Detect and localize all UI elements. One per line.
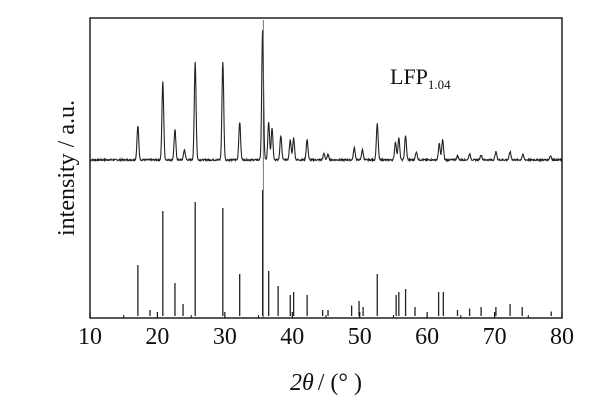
x-tick-label: 50: [348, 324, 372, 350]
x-tick-label: 60: [415, 324, 439, 350]
x-tick-label: 10: [78, 324, 102, 350]
experimental-pattern-line: [89, 30, 563, 163]
legend-subscript: 1.04: [428, 77, 451, 92]
x-axis-unit: / (° ): [318, 370, 362, 396]
plot-area: [89, 20, 563, 318]
x-tick-label: 20: [145, 324, 169, 350]
x-tick-label: 40: [280, 324, 304, 350]
x-axis-label: 2θ / (° ): [290, 370, 362, 396]
x-tick-label: 80: [550, 324, 574, 350]
y-axis-label: intensity / a.u.: [54, 100, 80, 236]
x-tick-label: 70: [483, 324, 507, 350]
legend-label: LFP1.04: [390, 64, 451, 92]
plot-frame: [89, 17, 563, 319]
x-axis: 10 20 30 40 50 60 70 80: [78, 312, 574, 350]
x-tick-label: 30: [213, 324, 237, 350]
x-axis-symbol: 2θ: [290, 370, 314, 396]
